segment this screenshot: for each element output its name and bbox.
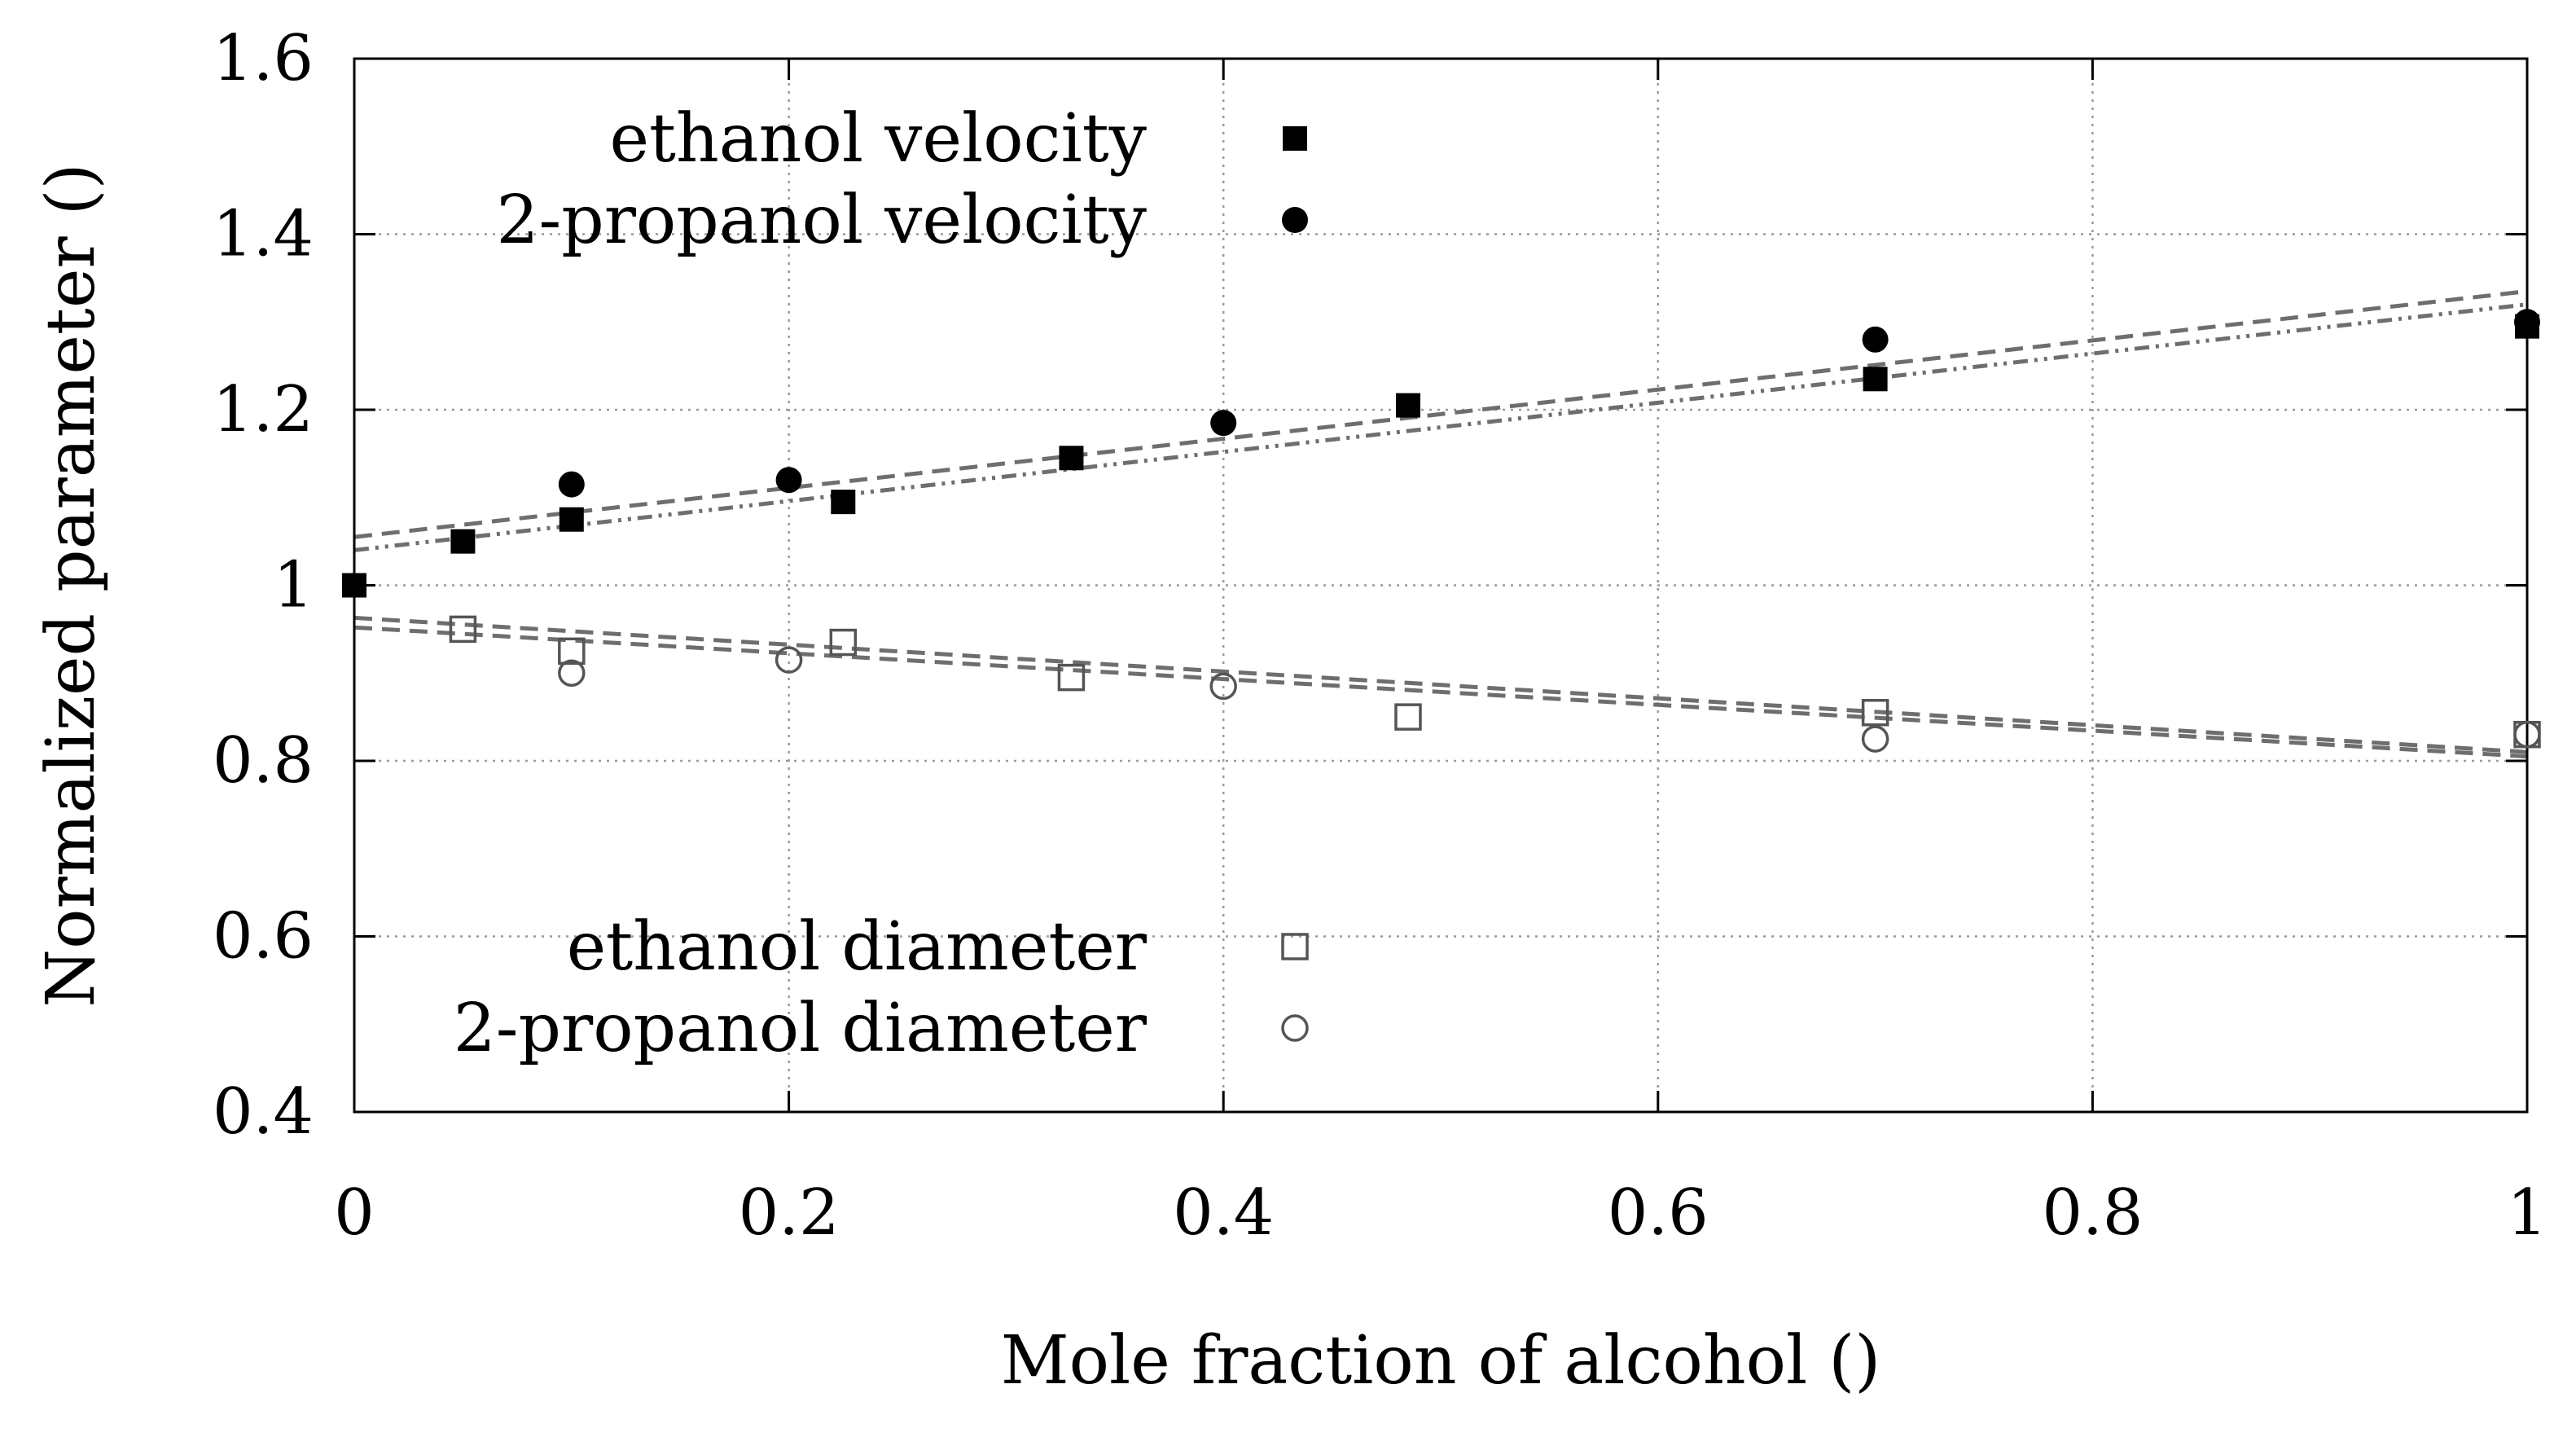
2-propanol-diameter-series — [558, 646, 2541, 753]
x-tick-label: 1 — [2507, 1176, 2547, 1250]
fit-lines — [353, 289, 2528, 759]
ethanol-diameter-point — [558, 637, 586, 666]
ethanol-velocity-point — [1395, 393, 1420, 418]
2-propanol-diameter-point — [1209, 672, 1237, 701]
ethanol-velocity-point — [1059, 446, 1084, 471]
x-tick-label: 0.8 — [2042, 1176, 2143, 1250]
2-propanol-velocity-point — [1862, 326, 1889, 353]
y-tick-label: 1 — [273, 549, 314, 622]
legend-entry-2-propanol-diameter: 2-propanol diameter — [454, 990, 1309, 1067]
ethanol-velocity-point — [831, 490, 856, 515]
fit-2-propanol-velocity — [353, 289, 2528, 539]
ethanol-velocity-point — [342, 573, 366, 598]
2-propanol-velocity-point — [558, 471, 585, 498]
x-tick-label: 0.6 — [1608, 1176, 1709, 1250]
legend-label: ethanol velocity — [609, 100, 1147, 178]
ethanol-velocity-series — [342, 314, 2539, 598]
ethanol-velocity-point — [450, 529, 476, 554]
y-tick-label: 0.6 — [213, 900, 314, 973]
legend-label: 2-propanol velocity — [496, 182, 1147, 259]
x-axis-label: Mole fraction of alcohol () — [1001, 1322, 1881, 1400]
2-propanol-diameter-point — [775, 646, 803, 674]
ethanol-diameter-point — [829, 628, 858, 657]
x-tick-label: 0 — [334, 1176, 375, 1250]
legend-entry-2-propanol-velocity: 2-propanol velocity — [496, 182, 1308, 259]
legend-marker — [1282, 207, 1308, 233]
axis-ticks: 0 0.2 0.4 0.6 0.8 1 0.4 0.6 0.8 1 1.2 1.4 1.6 — [213, 22, 2547, 1250]
legend-marker — [1281, 1014, 1309, 1042]
y-axis-label: Normalized parameter () — [33, 163, 110, 1007]
legend-label: 2-propanol diameter — [454, 990, 1148, 1067]
y-tick-label: 1.2 — [213, 373, 314, 446]
2-propanol-diameter-point — [558, 659, 586, 687]
ethanol-diameter-point — [1861, 698, 1889, 727]
2-propanol-diameter-point — [1861, 725, 1889, 753]
fit-ethanol-velocity — [353, 302, 2528, 552]
x-tick-label: 0.4 — [1173, 1176, 1274, 1250]
legend-marker — [1281, 933, 1309, 960]
2-propanol-velocity-point — [1210, 410, 1237, 437]
ethanol-velocity-point — [559, 507, 584, 532]
legend-entry-ethanol-diameter: ethanol diameter — [567, 908, 1309, 986]
2-propanol-velocity-point — [2514, 309, 2540, 336]
2-propanol-diameter-point — [2513, 720, 2541, 749]
ethanol-diameter-point — [1057, 663, 1086, 692]
2-propanol-velocity-point — [775, 467, 802, 494]
y-tick-label: 0.4 — [213, 1075, 314, 1149]
ethanol-velocity-point — [1863, 367, 1888, 392]
legend-label: ethanol diameter — [567, 908, 1148, 986]
legend-marker — [1283, 126, 1307, 151]
x-tick-label: 0.2 — [739, 1176, 840, 1250]
data-markers — [342, 309, 2541, 753]
y-tick-label: 1.4 — [213, 198, 314, 271]
fit-2-propanol-diameter — [353, 625, 2528, 759]
ethanol-diameter-series — [449, 615, 2541, 749]
y-tick-label: 0.8 — [213, 724, 314, 798]
fit-ethanol-diameter — [353, 615, 2528, 754]
ethanol-diameter-point — [1394, 703, 1422, 731]
y-tick-label: 1.6 — [213, 22, 314, 95]
2-propanol-velocity-series — [558, 309, 2540, 498]
legend-entry-ethanol-velocity: ethanol velocity — [609, 100, 1307, 178]
ethanol-diameter-point — [449, 615, 477, 644]
